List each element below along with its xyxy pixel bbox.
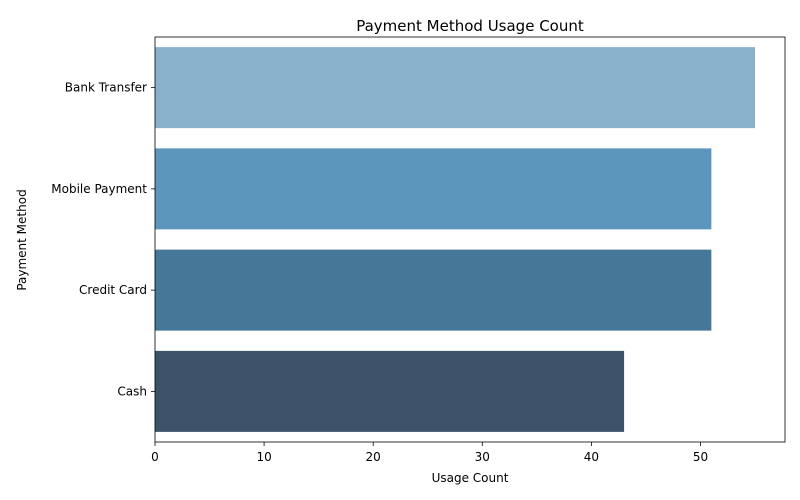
bars-layer (155, 47, 755, 432)
x-tick-label-30: 30 (475, 450, 490, 464)
y-tick-label-mobile-payment: Mobile Payment (51, 182, 147, 196)
plot-frame (154, 36, 786, 443)
chart-title: Payment Method Usage Count (356, 17, 584, 35)
x-tick-label-10: 10 (256, 450, 271, 464)
bar-cash (155, 350, 625, 432)
ticks-layer: Bank Transfer Mobile Payment Credit Card Ca… (51, 81, 708, 464)
bar-credit-card (155, 249, 712, 331)
axes-layer (154, 36, 786, 443)
y-axis-label: Payment Method (15, 189, 29, 290)
x-tick-label-50: 50 (693, 450, 708, 464)
bar-bank-transfer (155, 47, 755, 129)
bar-mobile-payment (155, 148, 712, 230)
y-tick-label-bank-transfer: Bank Transfer (65, 81, 147, 95)
x-tick-label-20: 20 (366, 450, 381, 464)
y-tick-label-cash: Cash (117, 384, 147, 398)
x-axis-label: Usage Count (432, 471, 509, 485)
x-tick-label-40: 40 (584, 450, 599, 464)
y-tick-label-credit-card: Credit Card (79, 283, 147, 297)
x-tick-label-0: 0 (151, 450, 159, 464)
